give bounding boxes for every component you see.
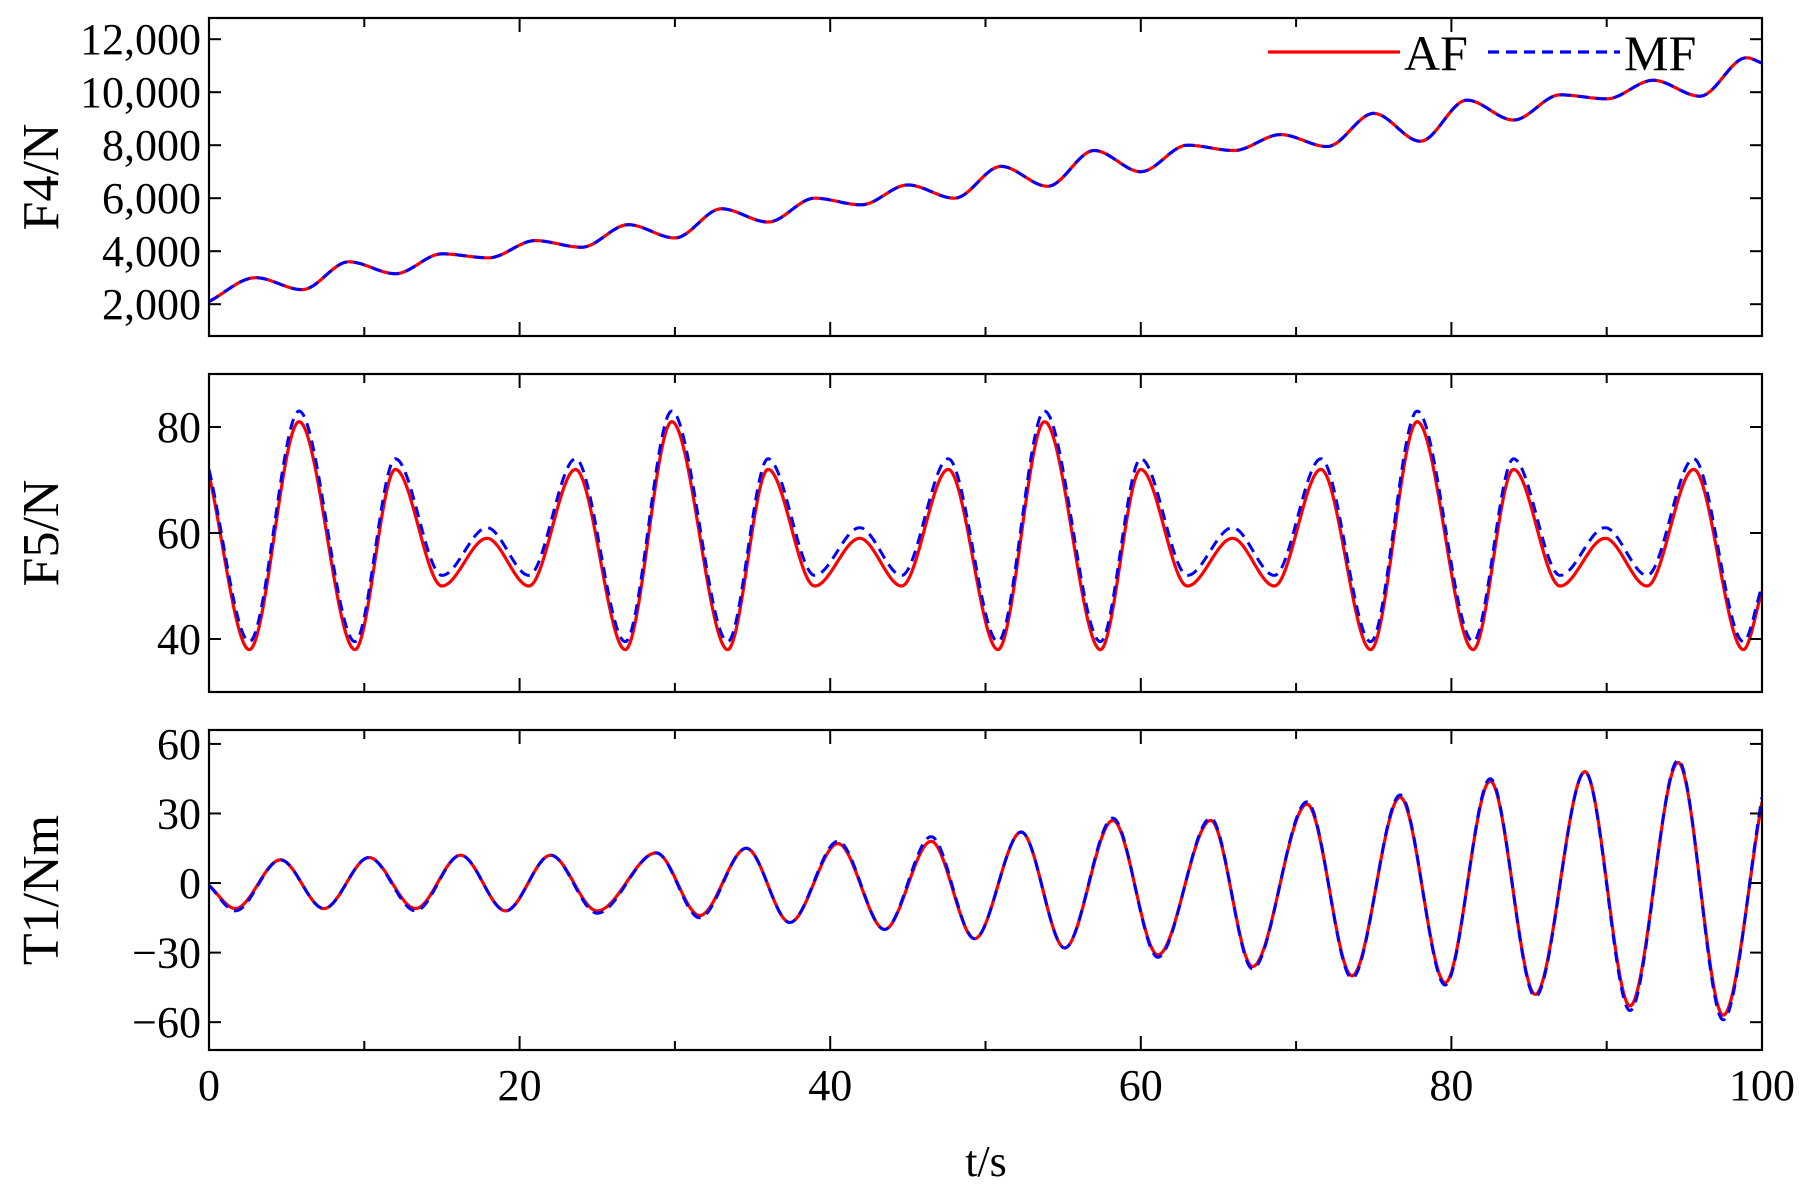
- plot-frame: [207, 372, 1764, 694]
- plot-frame: [207, 728, 1764, 1052]
- y-tick-label: 2,000: [102, 280, 201, 329]
- series-line-af-f5-n: [209, 420, 1762, 652]
- series-line-mf-t1-nm: [209, 758, 1762, 1022]
- x-tick-label: 20: [498, 1061, 542, 1110]
- y-tick-label: 0: [179, 859, 201, 908]
- y-axis-label: F5/N: [13, 480, 70, 587]
- legend-label-mf: MF: [1624, 25, 1696, 81]
- legend-label-af: AF: [1404, 25, 1468, 81]
- x-tick-label: 0: [198, 1061, 220, 1110]
- y-tick-label: 40: [157, 615, 201, 664]
- y-tick-label: 60: [157, 509, 201, 558]
- x-tick-label: 80: [1429, 1061, 1473, 1110]
- legend: AF MF: [1268, 25, 1696, 81]
- x-tick-label: 100: [1729, 1061, 1795, 1110]
- y-axis-label: T1/Nm: [13, 815, 70, 965]
- series-line-af-f4-n: [209, 56, 1762, 303]
- x-tick-label: 40: [808, 1061, 852, 1110]
- plot-frame: [207, 16, 1764, 338]
- y-tick-label: 10,000: [80, 68, 201, 117]
- series-line-af-t1-nm: [209, 760, 1762, 1017]
- y-tick-label: 8,000: [102, 121, 201, 170]
- y-tick-label: −30: [132, 929, 201, 978]
- y-axis-label: F4/N: [13, 124, 70, 231]
- x-axis-label: t/s: [965, 1137, 1007, 1186]
- y-tick-label: −60: [132, 998, 201, 1047]
- y-tick-label: 4,000: [102, 227, 201, 276]
- y-tick-label: 6,000: [102, 174, 201, 223]
- series-line-mf-f4-n: [209, 56, 1762, 303]
- y-tick-label: 12,000: [80, 15, 201, 64]
- panel-f5: 40 60 80 F5/N: [13, 372, 1764, 694]
- panel-t1: −60 −30 0 30 60 0 20 40 60 80 100 T1/Nm: [13, 720, 1795, 1110]
- y-tick-label: 80: [157, 403, 201, 452]
- y-tick-label: 60: [157, 720, 201, 769]
- y-tick-label: 30: [157, 789, 201, 838]
- series-line-mf-f5-n: [209, 409, 1762, 644]
- x-tick-label: 60: [1119, 1061, 1163, 1110]
